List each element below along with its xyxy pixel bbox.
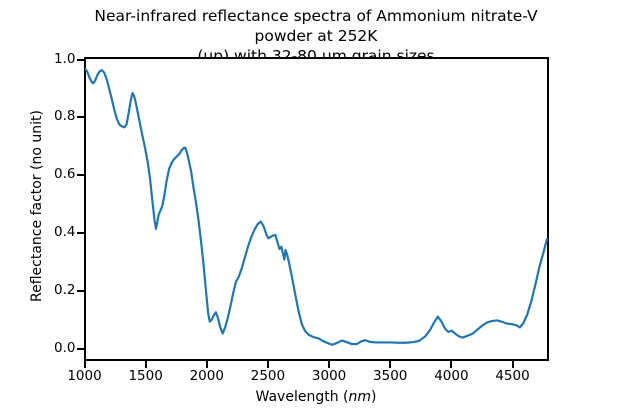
y-tick-label: 1.0	[54, 50, 76, 67]
y-tick-mark	[76, 232, 84, 235]
y-axis-label: Reflectance factor (no unit)	[29, 110, 45, 302]
x-tick-mark	[389, 360, 392, 368]
x-axis-label: Wavelength (nm)	[84, 389, 548, 405]
y-tick-label: 0.4	[54, 224, 76, 241]
y-tick-label: 0.0	[54, 340, 76, 357]
y-tick-mark	[76, 174, 84, 177]
x-tick-label: 4000	[434, 367, 469, 384]
y-tick-mark	[76, 58, 84, 61]
x-axis-label-unit: nm	[348, 389, 371, 405]
x-tick-mark	[144, 360, 147, 368]
x-tick-label: 3000	[311, 367, 347, 384]
spectrum-line	[84, 67, 548, 346]
x-tick-mark	[450, 360, 453, 368]
y-tick-label: 0.6	[54, 166, 76, 183]
x-tick-label: 2500	[250, 367, 286, 384]
x-tick-label: 2000	[189, 367, 224, 384]
x-axis-label-prefix: Wavelength (	[255, 389, 349, 405]
chart-title-line1: Near-infrared reflectance spectra of Amm…	[94, 7, 538, 45]
x-tick-label: 1000	[67, 367, 102, 384]
x-tick-mark	[83, 360, 86, 368]
y-tick-mark	[76, 348, 84, 351]
y-tick-mark	[76, 116, 84, 119]
x-axis-label-suffix: )	[371, 389, 377, 405]
x-tick-mark	[205, 360, 208, 368]
x-tick-label: 3500	[373, 367, 408, 384]
y-tick-label: 0.2	[54, 282, 76, 299]
y-tick-mark	[76, 290, 84, 293]
x-tick-label: 4500	[495, 367, 530, 384]
x-tick-mark	[266, 360, 269, 368]
plot-canvas	[84, 67, 548, 346]
x-tick-label: 1500	[128, 367, 163, 384]
y-tick-label: 0.8	[54, 108, 76, 125]
x-tick-mark	[511, 360, 514, 368]
x-tick-mark	[328, 360, 331, 368]
